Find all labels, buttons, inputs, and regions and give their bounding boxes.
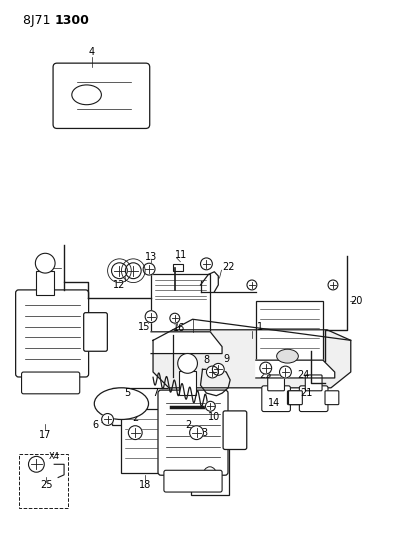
- Circle shape: [207, 366, 218, 378]
- Text: 21: 21: [300, 388, 313, 398]
- Text: 19: 19: [36, 262, 49, 271]
- Text: 25: 25: [40, 480, 53, 490]
- Circle shape: [126, 263, 141, 279]
- FancyBboxPatch shape: [288, 391, 301, 405]
- FancyBboxPatch shape: [256, 301, 323, 360]
- Polygon shape: [151, 332, 222, 353]
- Text: 8J71: 8J71: [22, 14, 54, 27]
- Circle shape: [190, 426, 203, 440]
- Text: 3: 3: [201, 427, 207, 438]
- FancyBboxPatch shape: [262, 386, 290, 411]
- FancyBboxPatch shape: [179, 372, 196, 395]
- Text: 13: 13: [145, 252, 157, 262]
- FancyBboxPatch shape: [190, 447, 229, 495]
- Text: 15: 15: [138, 322, 150, 332]
- Text: 9: 9: [223, 354, 229, 364]
- Circle shape: [260, 362, 271, 374]
- FancyBboxPatch shape: [53, 63, 150, 128]
- Text: 23: 23: [259, 369, 272, 379]
- Text: 17: 17: [39, 430, 52, 440]
- Circle shape: [170, 313, 180, 323]
- Text: 22: 22: [222, 262, 235, 271]
- Polygon shape: [256, 360, 335, 378]
- FancyBboxPatch shape: [164, 470, 222, 492]
- Ellipse shape: [203, 467, 217, 484]
- Text: 24: 24: [297, 369, 310, 379]
- Text: 1300: 1300: [55, 14, 90, 27]
- Text: 16: 16: [173, 322, 186, 333]
- Text: X4: X4: [49, 452, 60, 461]
- Circle shape: [111, 263, 128, 279]
- Circle shape: [35, 253, 55, 273]
- Text: 6: 6: [93, 419, 99, 430]
- Polygon shape: [200, 369, 230, 395]
- Text: 2: 2: [186, 419, 192, 430]
- Ellipse shape: [94, 388, 148, 419]
- Text: 14: 14: [267, 398, 280, 408]
- FancyBboxPatch shape: [300, 386, 328, 411]
- Circle shape: [200, 258, 213, 270]
- FancyBboxPatch shape: [268, 375, 284, 391]
- FancyBboxPatch shape: [84, 313, 107, 351]
- Text: 12: 12: [113, 280, 126, 290]
- Circle shape: [145, 311, 157, 322]
- FancyBboxPatch shape: [158, 390, 228, 475]
- Text: 1: 1: [257, 322, 263, 332]
- Text: 10: 10: [208, 413, 221, 422]
- Circle shape: [102, 414, 113, 425]
- Text: 4: 4: [89, 47, 95, 57]
- FancyBboxPatch shape: [173, 264, 183, 271]
- FancyBboxPatch shape: [122, 409, 161, 473]
- FancyBboxPatch shape: [325, 391, 339, 405]
- Text: 7: 7: [152, 388, 158, 398]
- Ellipse shape: [72, 85, 101, 104]
- FancyBboxPatch shape: [16, 290, 89, 377]
- FancyBboxPatch shape: [151, 274, 210, 332]
- Text: 8: 8: [203, 356, 209, 366]
- FancyBboxPatch shape: [22, 372, 80, 394]
- Circle shape: [247, 280, 257, 290]
- Text: 11: 11: [174, 251, 187, 261]
- FancyBboxPatch shape: [223, 411, 247, 449]
- Circle shape: [205, 401, 215, 411]
- Circle shape: [128, 426, 142, 440]
- Circle shape: [213, 364, 224, 375]
- Circle shape: [178, 353, 197, 373]
- Text: 5: 5: [124, 388, 130, 398]
- FancyBboxPatch shape: [305, 375, 322, 391]
- FancyBboxPatch shape: [288, 391, 302, 405]
- Ellipse shape: [277, 349, 298, 363]
- Circle shape: [279, 366, 292, 378]
- FancyBboxPatch shape: [36, 271, 54, 295]
- Polygon shape: [153, 330, 351, 388]
- Text: 2: 2: [132, 413, 138, 423]
- Text: 18: 18: [139, 480, 151, 490]
- Circle shape: [143, 263, 155, 275]
- Circle shape: [328, 280, 338, 290]
- FancyBboxPatch shape: [111, 388, 171, 425]
- Text: 20: 20: [350, 296, 363, 306]
- Circle shape: [28, 456, 44, 472]
